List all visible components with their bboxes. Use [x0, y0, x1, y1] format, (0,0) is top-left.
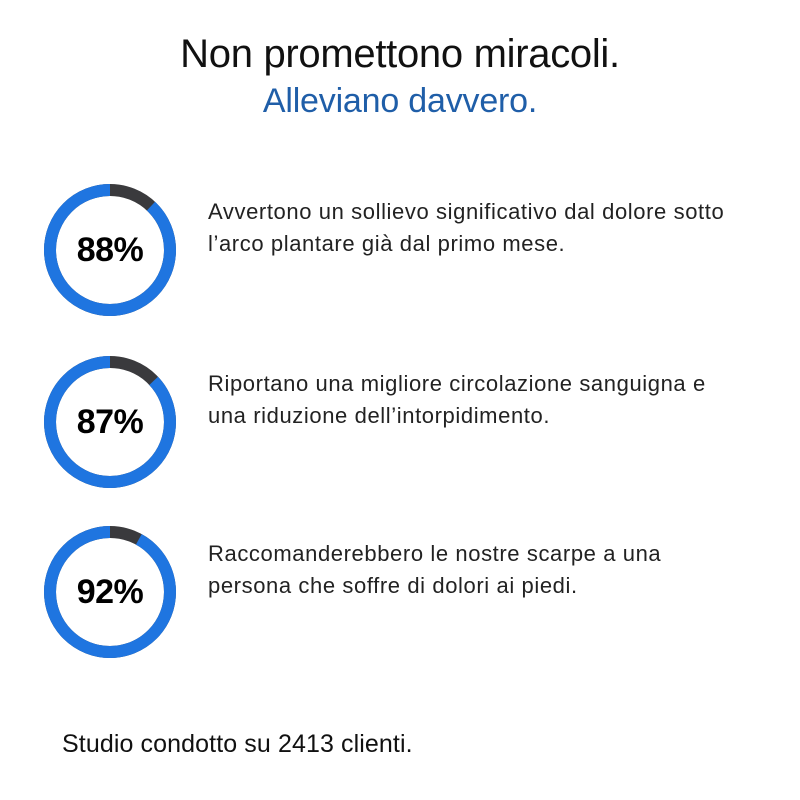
stat-percent: 92% [76, 572, 144, 611]
headline: Non promettono miracoli. Alleviano davve… [0, 30, 800, 122]
headline-line-2: Alleviano davvero. [262, 82, 538, 120]
progress-ring-3: 92% [42, 524, 178, 660]
stat-item-3: 92% Raccomanderebbero le nostre scarpe a… [42, 524, 762, 664]
ring-fill [44, 356, 176, 488]
stat-description: Riportano una migliore circolazione sang… [208, 371, 706, 428]
progress-ring-graphic [44, 526, 176, 658]
progress-ring-graphic [44, 356, 176, 488]
headline-line-1: Non promettono miracoli. [180, 32, 620, 76]
stat-description: Raccomanderebbero le nostre scarpe a una… [208, 541, 662, 598]
stat-percent: 87% [76, 402, 144, 441]
ring-fill [44, 184, 176, 316]
stat-item-1: 88% Avvertono un sollievo significativo … [42, 182, 762, 322]
stat-description: Avvertono un sollievo significativo dal … [208, 199, 725, 256]
ring-fill [44, 526, 176, 658]
progress-ring-graphic [44, 184, 176, 316]
footer-note: Studio condotto su 2413 clienti. [62, 730, 413, 758]
stat-percent: 88% [76, 230, 144, 269]
progress-ring-1: 88% [42, 182, 178, 318]
progress-ring-2: 87% [42, 354, 178, 490]
stat-item-2: 87% Riportano una migliore circolazione … [42, 354, 762, 494]
